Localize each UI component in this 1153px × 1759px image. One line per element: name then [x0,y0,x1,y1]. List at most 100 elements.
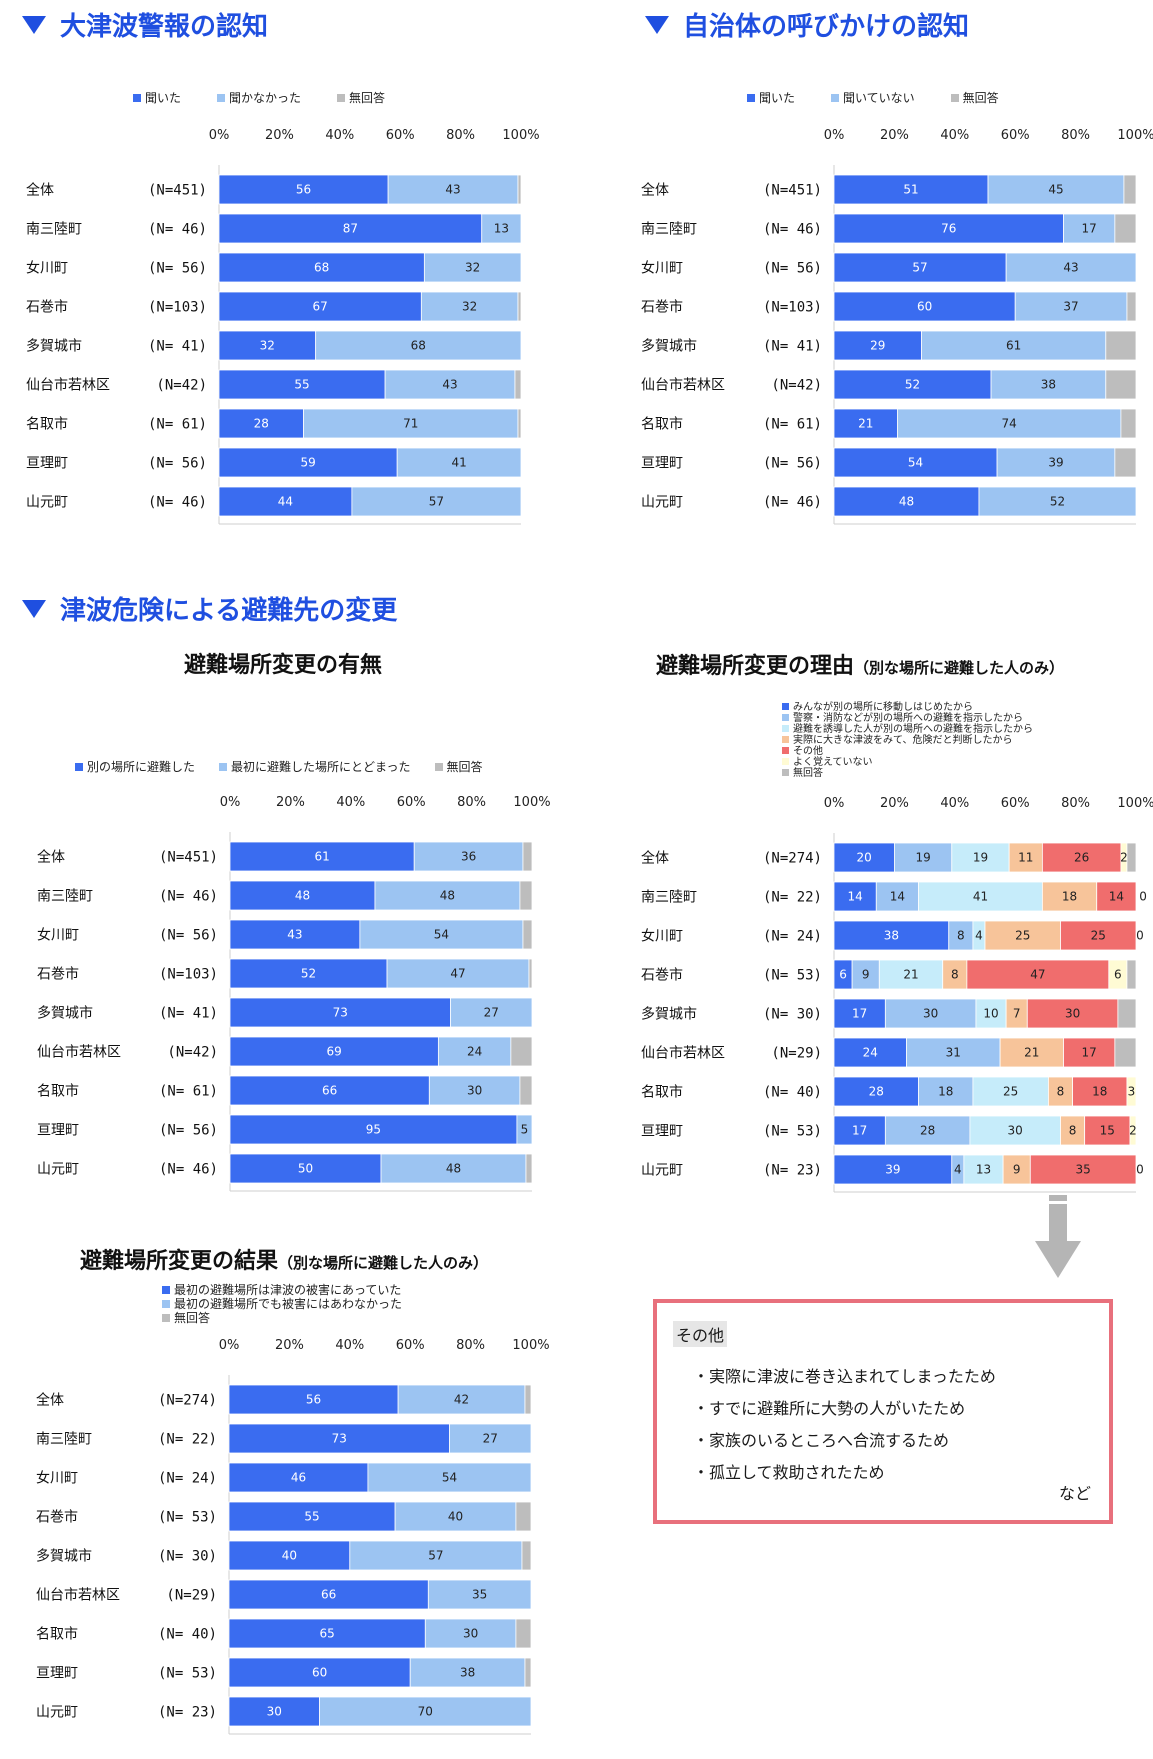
data-label: 14 [1109,890,1124,904]
data-label: 51 [903,183,918,197]
section-title: 津波危険による避難先の変更 [60,596,398,626]
legend-item: よく覚えていない [782,757,1033,768]
legend-label: 避難を誘導した人が別の場所への避難を指示したから [793,724,1033,735]
down-arrow-svg [1035,1195,1081,1278]
bar-segment [228,1423,450,1454]
n-label: (N= 40) [763,1085,822,1101]
n-label: (N= 40) [158,1627,217,1643]
data-label: 21 [1024,1046,1039,1060]
legend-swatch [217,93,226,102]
n-label: (N=103) [159,967,218,983]
legend-item: 聞かなかった [217,91,301,105]
data-label: 43 [445,183,460,197]
bar-segment [228,1618,426,1649]
bar-segment [450,997,533,1028]
category-label: 全体 [36,1392,64,1409]
bar-segment [1105,330,1137,361]
category-label: 亘理町 [37,1123,79,1139]
n-label: (N= 41) [159,1006,218,1022]
legend-row: 聞いた 聞かなかった 無回答 [133,91,385,105]
legend-label: 聞いた [145,91,182,105]
data-label: 43 [287,928,302,942]
bar-segment [229,1153,382,1184]
n-label: (N= 30) [158,1549,217,1565]
data-label: 59 [300,456,315,470]
legend-item: みんなが別の場所に移動しはじめたから [782,702,1033,713]
bar-segment [1114,213,1137,244]
category-label: 仙台市若林区 [641,1045,725,1062]
chart-warning: 0% 20% 40% 60% 80% 100% 全体 (N=451) 56 43 南三陸町 (N= 4… [26,128,540,536]
data-label: 24 [863,1046,878,1060]
data-label: 30 [463,1627,478,1641]
bar-segment [218,213,483,244]
bar-segment [978,486,1137,517]
subheader-note: （別な場所に避難した人のみ） [854,659,1065,677]
section-header-municipal: 自治体の呼びかけの認知 [645,6,969,43]
data-label: 50 [298,1162,313,1176]
data-label: 60 [312,1666,327,1680]
category-label: 名取市 [641,1084,683,1101]
bar-segment [987,174,1125,205]
data-label: 74 [1002,417,1017,431]
data-label: 19 [915,851,930,865]
legend-item: 避難を誘導した人が別の場所への避難を指示したから [782,724,1033,735]
legend-label: その他 [793,746,823,757]
data-label: 17 [852,1124,867,1138]
other-box-title: その他 [673,1321,728,1347]
n-label: (N= 53) [158,1666,217,1682]
chart-svg: 0% 20% 40% 60% 80% 100% 全体 (N=274) 56 42 南三陸町 (N= 2… [36,1338,550,1735]
data-label: 30 [1065,1007,1080,1021]
n-label: (N= 23) [158,1705,217,1721]
data-label: 39 [885,1163,900,1177]
data-label: 4 [975,929,983,943]
bar-segment [833,174,989,205]
bar-segment [833,1154,953,1185]
n-label: (N= 61) [148,417,207,433]
data-label: 41 [451,456,466,470]
category-label: 名取市 [37,1083,79,1100]
bar-segment [396,447,522,478]
legend-change: 別の場所に避難した 最初に避難した場所にとどまった 無回答 [75,760,483,774]
data-label: 8 [957,929,965,943]
bar-segment [1005,252,1137,283]
n-label: (N= 53) [763,1124,822,1140]
down-arrow-icon [1033,1195,1083,1284]
data-label: 32 [260,339,275,353]
x-tick-label: 80% [1061,128,1090,143]
subheader-title: 避難場所変更の有無 [184,653,383,678]
bar-segment [1126,291,1137,322]
n-label: (N=42) [156,378,207,394]
bar-segment [833,213,1064,244]
bar-segment [972,1076,1049,1107]
bar-segment [897,408,1122,439]
x-tick-label: 40% [940,128,969,143]
bar-segment [521,1540,532,1571]
bar-segment [349,1540,523,1571]
data-label: 71 [403,417,418,431]
bar-segment [229,1114,518,1145]
data-label: 32 [462,300,477,314]
data-label: 66 [321,1588,336,1602]
data-label: 57 [429,495,444,509]
bar-segment [228,1657,411,1688]
data-label: 46 [291,1471,306,1485]
section-header-warning: 大津波警報の認知 [22,6,268,43]
data-label: 18 [1062,890,1077,904]
bar-segment [1105,369,1137,400]
legend-swatch [162,1285,170,1294]
category-label: 山元町 [641,495,683,511]
legend-item: 最初の避難場所でも被害にはあわなかった [162,1297,402,1311]
bar-segment [1126,959,1137,990]
section-title: 自治体の呼びかけの認知 [683,12,970,42]
n-label: (N= 53) [158,1510,217,1526]
x-tick-label: 100% [1117,796,1153,811]
bar-segment [517,174,522,205]
category-label: 多賀城市 [26,338,82,355]
legend-swatch [782,724,789,732]
bar-segment [524,1657,532,1688]
data-label: 55 [294,378,309,392]
bar-segment [528,958,533,989]
n-label: (N= 24) [763,929,822,945]
legend-item: 聞いていない [831,91,915,105]
data-label: 87 [343,222,358,236]
